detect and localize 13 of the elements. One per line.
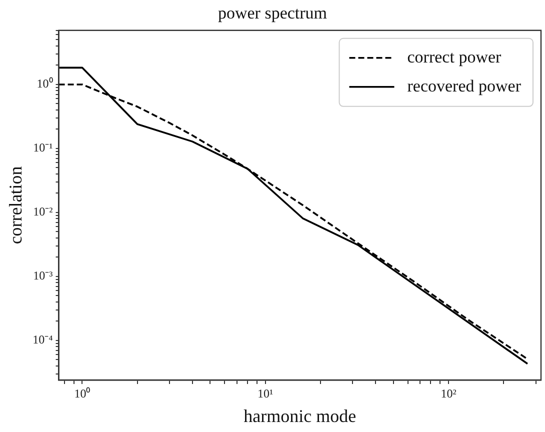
y-axis-title: correlation bbox=[6, 166, 26, 244]
x-axis-title: harmonic mode bbox=[244, 406, 356, 426]
legend-label: correct power bbox=[407, 47, 502, 66]
legend-label: recovered power bbox=[407, 76, 522, 96]
y-tick-label: 10⁻³ bbox=[33, 268, 54, 283]
y-tick-label: 10⁻² bbox=[33, 204, 54, 219]
x-tick-label: 10¹ bbox=[258, 386, 274, 400]
y-tick-label: 10⁻⁴ bbox=[32, 332, 53, 347]
y-tick-label: 10⁰ bbox=[36, 76, 53, 91]
y-tick-label: 10⁻¹ bbox=[33, 140, 54, 155]
x-tick-label: 10² bbox=[440, 386, 457, 400]
chart-title: power spectrum bbox=[218, 4, 328, 23]
x-tick-label: 10⁰ bbox=[74, 386, 90, 400]
